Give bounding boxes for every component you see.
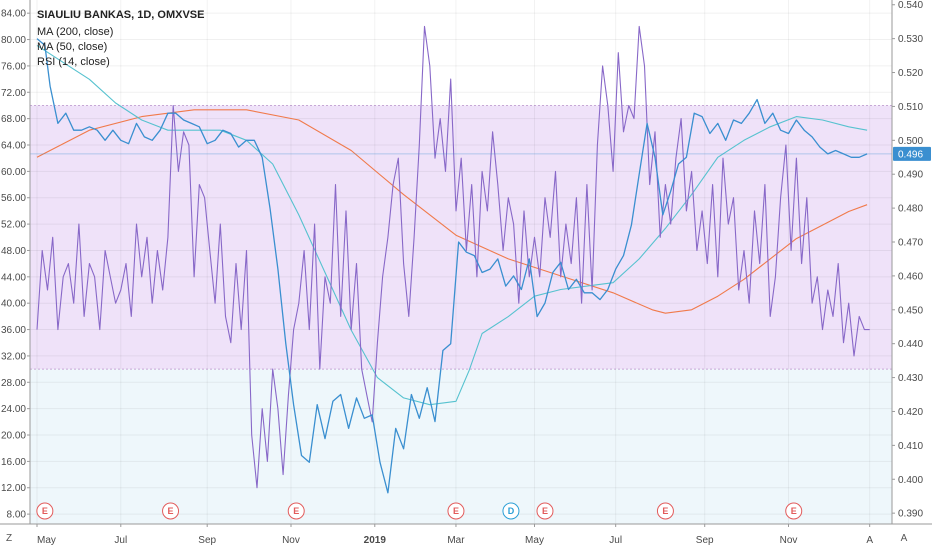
left-tick-label: 8.00 <box>7 510 27 521</box>
left-tick-label: 44.00 <box>1 272 26 283</box>
earnings-marker-label: E <box>791 506 797 516</box>
left-tick-label: 80.00 <box>1 35 26 46</box>
earnings-marker-label: E <box>453 506 459 516</box>
rsi-oversold-zone <box>30 369 892 524</box>
left-tick-label: 40.00 <box>1 299 26 310</box>
last-price-marker: 0.496 <box>893 146 931 161</box>
x-tick-label: 2019 <box>364 535 387 546</box>
right-tick-label: 0.530 <box>898 34 923 45</box>
earnings-marker[interactable] <box>447 502 465 520</box>
x-tick-label: A <box>866 535 873 546</box>
earnings-marker-label: E <box>662 506 668 516</box>
earnings-marker[interactable] <box>36 502 54 520</box>
chart-grid <box>30 0 892 524</box>
legend-ma200: MA (200, close) <box>37 26 113 38</box>
right-tick-label: 0.540 <box>898 0 923 11</box>
right-tick-label: 0.510 <box>898 102 923 113</box>
right-tick-label: 0.390 <box>898 509 923 520</box>
legend-ma50: MA (50, close) <box>37 41 107 53</box>
right-tick-label: 0.480 <box>898 204 923 215</box>
right-tick-label: 0.470 <box>898 238 923 249</box>
earnings-marker[interactable] <box>785 502 803 520</box>
chart-title: SIAULIU BANKAS, 1D, OMXVSE <box>37 9 204 21</box>
left-tick-label: 20.00 <box>1 431 26 442</box>
earnings-marker-label: E <box>42 506 48 516</box>
last-price-value: 0.496 <box>898 149 923 160</box>
rsi-bands <box>30 0 892 524</box>
auto-scale-label[interactable]: A <box>901 533 908 544</box>
x-tick-label: Nov <box>282 535 300 546</box>
rsi-overbought-zone <box>30 0 892 106</box>
left-tick-label: 28.00 <box>1 378 26 389</box>
earnings-marker-label: E <box>293 506 299 516</box>
x-tick-label: May <box>525 535 544 546</box>
dividend-marker[interactable] <box>502 502 520 520</box>
right-tick-label: 0.430 <box>898 373 923 384</box>
left-tick-label: 60.00 <box>1 167 26 178</box>
right-tick-label: 0.460 <box>898 271 923 282</box>
dividend-marker-label: D <box>508 506 515 516</box>
x-tick-label: Nov <box>780 535 798 546</box>
left-tick-label: 48.00 <box>1 246 26 257</box>
earnings-marker-label: E <box>168 506 174 516</box>
series-lines <box>30 25 892 494</box>
earnings-marker[interactable] <box>536 502 554 520</box>
x-tick-label: Sep <box>198 535 216 546</box>
left-tick-label: 84.00 <box>1 9 26 20</box>
x-tick-label: Jul <box>114 535 127 546</box>
right-tick-label: 0.490 <box>898 170 923 181</box>
right-tick-label: 0.500 <box>898 136 923 147</box>
left-tick-label: 56.00 <box>1 193 26 204</box>
earnings-marker[interactable] <box>162 502 180 520</box>
right-tick-label: 0.400 <box>898 475 923 486</box>
right-tick-label: 0.520 <box>898 68 923 79</box>
last-price-badge <box>893 146 931 161</box>
left-tick-label: 36.00 <box>1 325 26 336</box>
earnings-marker[interactable] <box>287 502 305 520</box>
right-tick-label: 0.450 <box>898 305 923 316</box>
series-line-siauliu-bankas <box>36 38 868 494</box>
series-line-ma-50-close <box>36 44 868 406</box>
right-tick-label: 0.420 <box>898 407 923 418</box>
left-tick-label: 12.00 <box>1 483 26 494</box>
legend-rsi: RSI (14, close) <box>37 56 110 68</box>
right-tick-label: 0.410 <box>898 441 923 452</box>
x-tick-label: May <box>37 535 56 546</box>
left-tick-label: 24.00 <box>1 404 26 415</box>
x-tick-label: Sep <box>696 535 714 546</box>
scale-zoom-label[interactable]: Z <box>6 533 12 544</box>
left-tick-label: 64.00 <box>1 141 26 152</box>
left-tick-label: 72.00 <box>1 88 26 99</box>
left-tick-label: 16.00 <box>1 457 26 468</box>
x-tick-label: Jul <box>609 535 622 546</box>
left-tick-label: 52.00 <box>1 220 26 231</box>
chart-legend: SIAULIU BANKAS, 1D, OMXVSE MA (200, clos… <box>37 9 204 68</box>
earnings-marker[interactable] <box>656 502 674 520</box>
left-tick-label: 32.00 <box>1 351 26 362</box>
series-line-ma-200-close <box>36 109 868 314</box>
left-tick-label: 76.00 <box>1 61 26 72</box>
left-tick-label: 68.00 <box>1 114 26 125</box>
earnings-marker-label: E <box>542 506 548 516</box>
x-tick-label: Mar <box>447 535 465 546</box>
right-tick-label: 0.440 <box>898 339 923 350</box>
series-line-rsi-14-close <box>36 25 870 489</box>
